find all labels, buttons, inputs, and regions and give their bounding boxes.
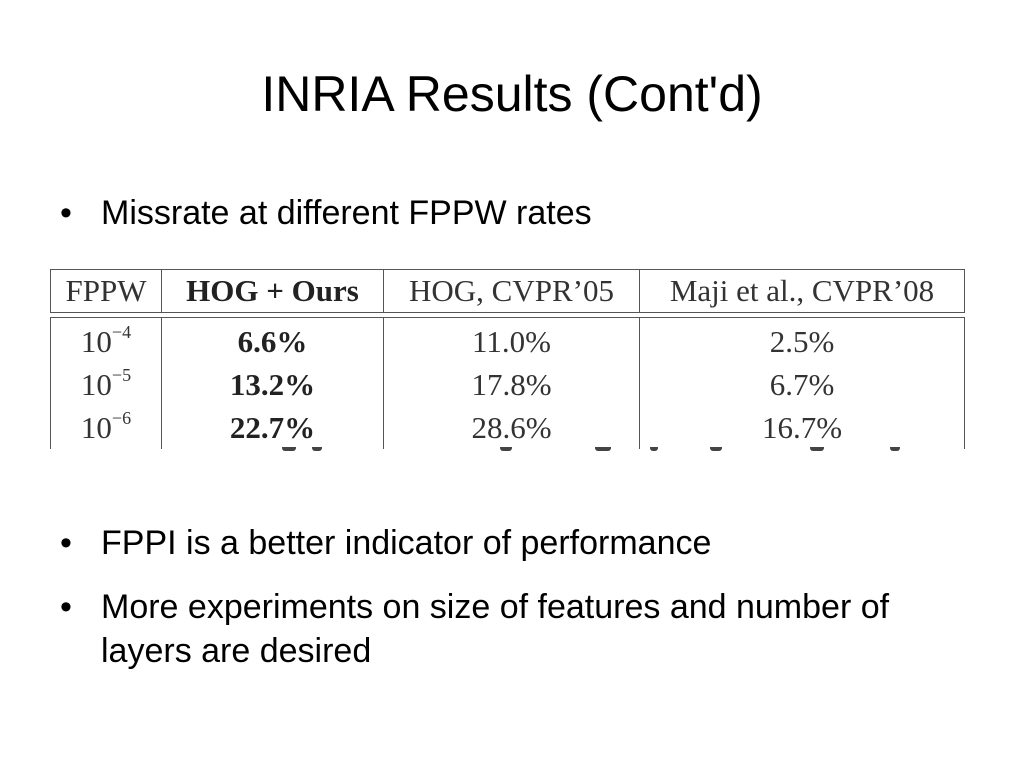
- hog-cvpr05-cell: 11.0%: [383, 317, 639, 363]
- table-row: 10−5 13.2% 17.8% 6.7%: [50, 363, 965, 406]
- header-maji-cvpr08: Maji et al., CVPR’08: [639, 269, 965, 313]
- maji-cvpr08-cell: 6.7%: [639, 363, 965, 406]
- table-header-row: FPPW HOG + Ours HOG, CVPR’05 Maji et al.…: [50, 269, 965, 313]
- table-row: 10−4 6.6% 11.0% 2.5%: [50, 317, 965, 363]
- hog-ours-cell: 6.6%: [161, 317, 383, 363]
- bullet-icon: •: [60, 588, 72, 626]
- slide-title: INRIA Results (Cont'd): [261, 66, 763, 122]
- bullet-icon: •: [60, 524, 72, 562]
- bullet-text: More experiments on size of features and…: [101, 588, 890, 670]
- fppw-cell: 10−5: [50, 363, 161, 406]
- bullet-icon: •: [60, 194, 72, 232]
- hog-cvpr05-cell: 28.6%: [383, 406, 639, 449]
- bullet-text: FPPI is a better indicator of performanc…: [101, 524, 712, 562]
- results-table: FPPW HOG + Ours HOG, CVPR’05 Maji et al.…: [50, 269, 965, 451]
- hog-ours-cell: 22.7%: [161, 406, 383, 449]
- header-hog-ours: HOG + Ours: [161, 269, 383, 313]
- table-row: 10−6 22.7% 28.6% 16.7%: [50, 406, 965, 449]
- maji-cvpr08-cell: 2.5%: [639, 317, 965, 363]
- cropped-caption-fragment: [50, 447, 965, 453]
- bullet-text: Missrate at different FPPW rates: [101, 194, 592, 232]
- maji-cvpr08-cell: 16.7%: [639, 406, 965, 449]
- hog-cvpr05-cell: 17.8%: [383, 363, 639, 406]
- header-hog-cvpr05: HOG, CVPR’05: [383, 269, 639, 313]
- fppw-cell: 10−6: [50, 406, 161, 449]
- header-fppw: FPPW: [50, 269, 161, 313]
- fppw-cell: 10−4: [50, 317, 161, 363]
- hog-ours-cell: 13.2%: [161, 363, 383, 406]
